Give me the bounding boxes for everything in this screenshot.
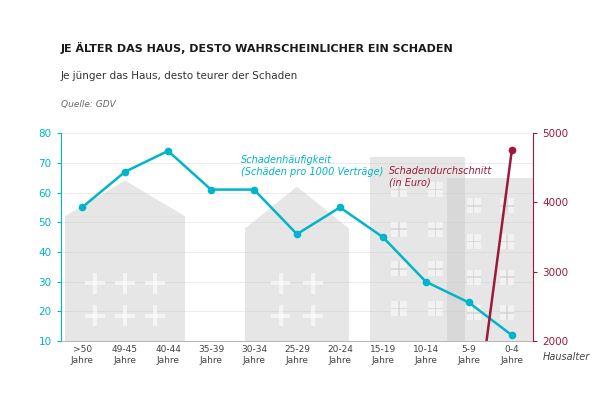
Text: Je jünger das Haus, desto teurer der Schaden: Je jünger das Haus, desto teurer der Sch… <box>61 71 298 81</box>
Bar <box>93 273 97 294</box>
Bar <box>428 301 443 316</box>
Bar <box>311 273 315 294</box>
Bar <box>391 182 407 197</box>
Bar <box>428 228 443 230</box>
Text: JE ÄLTER DAS HAUS, DESTO WAHRSCHEINLICHER EIN SCHADEN: JE ÄLTER DAS HAUS, DESTO WAHRSCHEINLICHE… <box>61 42 453 54</box>
Text: Hausalter: Hausalter <box>542 352 590 362</box>
Bar <box>473 234 474 249</box>
Bar <box>123 305 127 326</box>
Bar <box>428 262 443 276</box>
Bar <box>467 270 481 285</box>
Bar <box>506 234 508 249</box>
Bar <box>153 273 157 294</box>
Bar <box>115 314 135 318</box>
Bar <box>447 178 533 341</box>
Bar <box>500 198 514 213</box>
Bar <box>245 228 348 341</box>
Bar <box>93 305 97 326</box>
Polygon shape <box>65 181 185 216</box>
Bar <box>65 216 185 341</box>
Bar <box>467 277 481 278</box>
Bar <box>271 281 290 285</box>
Bar <box>467 241 481 242</box>
Bar <box>435 222 436 237</box>
Bar <box>500 277 514 278</box>
Bar <box>473 198 474 213</box>
Bar <box>311 305 315 326</box>
Bar <box>428 222 443 237</box>
Bar <box>428 188 443 190</box>
Bar <box>467 305 481 320</box>
Text: Schadenhäufigkeit
(Schäden pro 1000 Verträge): Schadenhäufigkeit (Schäden pro 1000 Vert… <box>241 156 384 177</box>
Bar <box>271 314 290 318</box>
Bar <box>428 268 443 270</box>
Bar <box>391 268 407 270</box>
Bar <box>467 312 481 314</box>
Bar <box>370 157 465 341</box>
Bar <box>473 270 474 285</box>
Bar <box>500 234 514 249</box>
Bar <box>506 270 508 285</box>
Text: Quelle: GDV: Quelle: GDV <box>61 100 115 109</box>
Bar <box>500 270 514 285</box>
Bar <box>145 281 165 285</box>
Bar <box>398 301 400 316</box>
Bar <box>500 241 514 242</box>
Bar <box>391 308 407 310</box>
Bar <box>115 281 135 285</box>
Bar <box>506 198 508 213</box>
Bar <box>467 205 481 207</box>
Polygon shape <box>245 187 348 228</box>
Bar <box>467 234 481 249</box>
Bar <box>391 228 407 230</box>
Bar <box>85 281 105 285</box>
Bar <box>500 312 514 314</box>
Bar <box>145 314 165 318</box>
Bar <box>435 301 436 316</box>
Bar <box>85 314 105 318</box>
Bar <box>398 262 400 276</box>
Bar <box>398 182 400 197</box>
Bar <box>473 305 474 320</box>
Bar <box>391 222 407 237</box>
Bar <box>467 198 481 213</box>
Bar <box>123 273 127 294</box>
Bar <box>500 305 514 320</box>
Bar <box>435 182 436 197</box>
Bar <box>428 182 443 197</box>
Bar <box>279 305 283 326</box>
Bar <box>153 305 157 326</box>
Bar <box>398 222 400 237</box>
Bar <box>304 281 323 285</box>
Bar <box>391 262 407 276</box>
Bar <box>391 301 407 316</box>
Bar <box>428 308 443 310</box>
Bar <box>435 262 436 276</box>
Bar <box>500 205 514 207</box>
Bar <box>279 273 283 294</box>
Bar <box>506 305 508 320</box>
Bar <box>304 314 323 318</box>
Text: Schadendurchschnitt
(in Euro): Schadendurchschnitt (in Euro) <box>389 166 493 187</box>
Bar <box>391 188 407 190</box>
